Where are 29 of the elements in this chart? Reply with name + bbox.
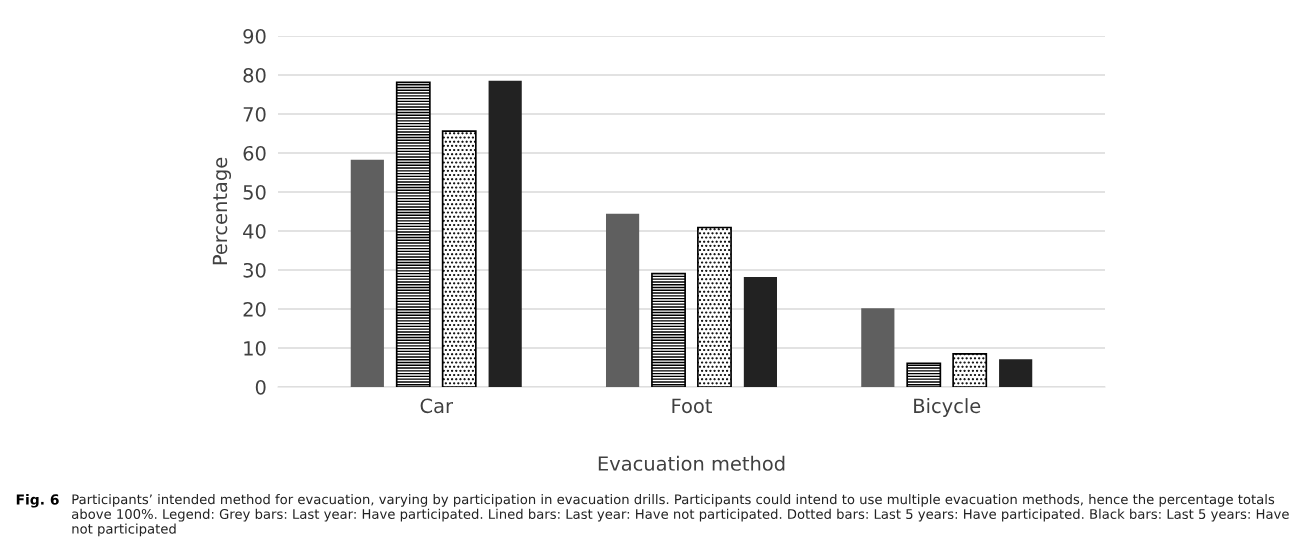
x-tick-label: Car: [420, 398, 453, 414]
bar: [651, 272, 686, 387]
y-tick-label: 50: [243, 184, 266, 200]
bar: [488, 80, 522, 387]
bar: [861, 308, 895, 387]
bar: [906, 362, 942, 387]
text: Participants’ intended method for evacuation, varying by participation in evacuation drills. Participants could intend to use multiple evacuation methods, hence the percentage totals above 100%. Legend: Grey bars: Last year: Have participated. Lined bars: Last year: Have not participated. Dotted bars: Last 5 years: Have participated. Black bars: Last 5 years: Have not participated: [72, 494, 1289, 537]
bar: [999, 359, 1033, 387]
y-axis-title: Percentage: [212, 157, 232, 265]
x-tick-label: Bicycle: [914, 398, 981, 417]
y-tick-label: 90: [243, 28, 266, 44]
x-tick-label: Foot: [672, 398, 712, 414]
y-tick-label: 20: [243, 301, 266, 317]
bar: [952, 353, 988, 387]
bar: [743, 277, 778, 387]
bar: [350, 159, 384, 387]
y-tick-label: 40: [243, 223, 266, 239]
y-tick-label: 60: [243, 145, 266, 161]
x-axis-title: Evacuation method: [598, 455, 785, 471]
bar: [605, 213, 640, 387]
y-tick-label: 0: [255, 379, 266, 395]
y-tick-label: 80: [243, 67, 266, 83]
bar: [395, 81, 431, 387]
bar: [697, 226, 732, 387]
bar: [441, 130, 477, 387]
caption: Fig. 6: [16, 494, 59, 508]
y-tick-label: 10: [244, 340, 266, 356]
y-tick-label: 70: [243, 106, 266, 122]
y-tick-label: 30: [243, 262, 266, 278]
